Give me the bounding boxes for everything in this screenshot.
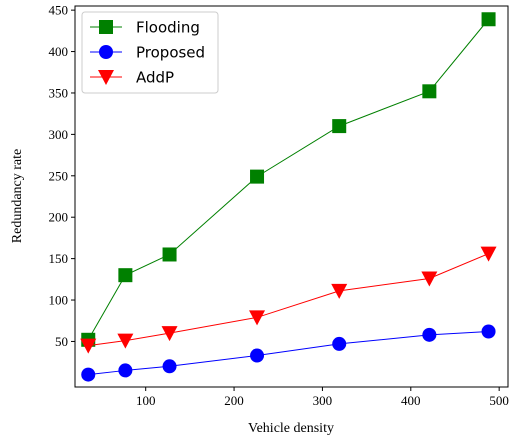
y-tick-label: 450	[49, 3, 69, 18]
x-axis-label: Vehicle density	[248, 421, 334, 436]
data-point-proposed	[250, 348, 265, 363]
data-point-addp	[80, 338, 97, 354]
data-point-flooding	[481, 12, 496, 27]
y-tick-label: 350	[49, 85, 69, 100]
data-point-addp	[161, 326, 178, 342]
y-tick-label: 50	[55, 334, 68, 349]
y-tick-label: 150	[49, 251, 69, 266]
legend: Flooding Proposed AddP	[81, 11, 219, 94]
legend-items: Flooding Proposed AddP	[90, 19, 205, 87]
plot-frame	[74, 5, 509, 388]
legend-marker-addp	[98, 70, 114, 85]
axis-ticks: 100 200 300 400 500 50 100 150 200 250 300 350 400 45…	[49, 3, 509, 408]
x-tick-label: 300	[313, 393, 333, 408]
legend-marker-flooding	[99, 20, 113, 34]
data-point-proposed	[332, 336, 347, 351]
y-tick-label: 250	[49, 168, 69, 183]
x-tick-label: 500	[489, 393, 509, 408]
legend-marker-proposed	[99, 45, 113, 59]
data-point-flooding	[332, 119, 347, 134]
data-point-proposed	[422, 327, 437, 342]
data-point-proposed	[81, 367, 96, 382]
legend-label: Flooding	[136, 19, 200, 37]
data-point-addp	[331, 283, 348, 299]
legend-box	[81, 11, 219, 94]
data-point-addp	[249, 310, 266, 326]
y-tick-label: 200	[49, 210, 69, 225]
y-tick-label: 300	[49, 127, 69, 142]
data-point-proposed	[162, 359, 177, 374]
x-tick-label: 200	[224, 393, 244, 408]
legend-item-addp: AddP	[90, 69, 174, 87]
legend-label: Proposed	[136, 44, 205, 62]
data-point-flooding	[118, 268, 133, 283]
data-point-flooding	[162, 247, 177, 262]
data-point-addp	[480, 246, 497, 262]
data-point-proposed	[481, 324, 496, 339]
data-point-addp	[421, 271, 438, 287]
series-proposed	[81, 324, 496, 382]
series-layer	[80, 12, 497, 382]
y-tick-label: 100	[49, 293, 69, 308]
data-point-addp	[117, 333, 134, 349]
x-tick-label: 100	[136, 393, 156, 408]
legend-item-flooding: Flooding	[90, 19, 200, 37]
data-point-flooding	[250, 169, 265, 184]
y-tick-label: 400	[49, 44, 69, 59]
series-addp	[80, 246, 497, 354]
y-axis-label: Redundancy rate	[10, 149, 25, 243]
data-point-proposed	[118, 363, 133, 378]
legend-label: AddP	[136, 69, 174, 87]
x-tick-label: 400	[401, 393, 421, 408]
legend-item-proposed: Proposed	[90, 44, 205, 62]
data-point-flooding	[422, 84, 437, 99]
